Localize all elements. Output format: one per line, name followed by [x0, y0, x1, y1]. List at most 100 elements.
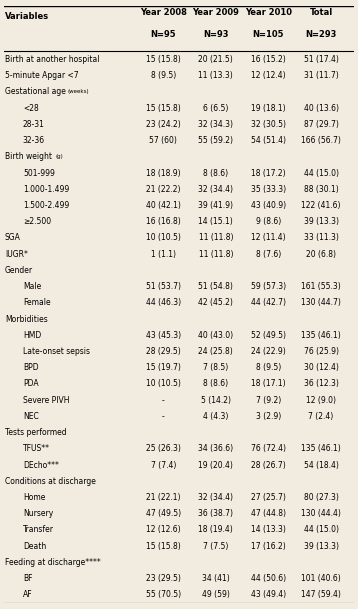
Text: 15 (15.8): 15 (15.8) — [146, 55, 180, 64]
Text: N=95: N=95 — [150, 30, 176, 38]
Text: 76 (25.9): 76 (25.9) — [304, 347, 339, 356]
Text: 10 (10.5): 10 (10.5) — [146, 233, 181, 242]
Text: 76 (72.4): 76 (72.4) — [251, 445, 286, 453]
Text: 166 (56.7): 166 (56.7) — [301, 136, 341, 145]
Text: 32 (34.3): 32 (34.3) — [198, 120, 233, 129]
Text: 35 (33.3): 35 (33.3) — [251, 185, 286, 194]
Text: 21 (22.1): 21 (22.1) — [146, 493, 180, 502]
Text: 25 (26.3): 25 (26.3) — [146, 445, 181, 453]
Text: N=293: N=293 — [305, 30, 337, 38]
Text: SGA: SGA — [5, 233, 21, 242]
Text: 6 (6.5): 6 (6.5) — [203, 104, 228, 113]
Text: 51 (54.8): 51 (54.8) — [198, 282, 233, 291]
Text: 19 (18.1): 19 (18.1) — [251, 104, 286, 113]
Text: 54 (51.4): 54 (51.4) — [251, 136, 286, 145]
Text: Morbidities: Morbidities — [5, 315, 48, 323]
Text: 49 (59): 49 (59) — [202, 590, 230, 599]
Text: Total: Total — [309, 8, 333, 17]
Text: 8 (9.5): 8 (9.5) — [256, 363, 281, 372]
Text: 32 (34.4): 32 (34.4) — [198, 185, 233, 194]
Text: 4 (4.3): 4 (4.3) — [203, 412, 228, 421]
Text: 32-36: 32-36 — [23, 136, 45, 145]
Text: 24 (22.9): 24 (22.9) — [251, 347, 286, 356]
Text: Feeding at discharge****: Feeding at discharge**** — [5, 558, 101, 567]
Text: 8 (8.6): 8 (8.6) — [203, 169, 228, 178]
Text: 122 (41.6): 122 (41.6) — [301, 201, 341, 210]
Text: 9 (8.6): 9 (8.6) — [256, 217, 281, 227]
Text: 20 (6.8): 20 (6.8) — [306, 250, 336, 259]
Text: 5 (14.2): 5 (14.2) — [201, 396, 231, 404]
Text: 130 (44.7): 130 (44.7) — [301, 298, 341, 308]
Text: 17 (16.2): 17 (16.2) — [251, 541, 286, 551]
Text: PDA: PDA — [23, 379, 39, 389]
Text: 15 (15.8): 15 (15.8) — [146, 104, 180, 113]
Text: 39 (13.3): 39 (13.3) — [304, 541, 339, 551]
Text: DEcho***: DEcho*** — [23, 460, 59, 470]
Text: 7 (7.5): 7 (7.5) — [203, 541, 228, 551]
Text: 20 (21.5): 20 (21.5) — [198, 55, 233, 64]
Text: 33 (11.3): 33 (11.3) — [304, 233, 339, 242]
Text: 36 (38.7): 36 (38.7) — [198, 509, 233, 518]
Text: 10 (10.5): 10 (10.5) — [146, 379, 181, 389]
Text: 44 (50.6): 44 (50.6) — [251, 574, 286, 583]
Text: (g): (g) — [55, 154, 63, 160]
Text: N=93: N=93 — [203, 30, 229, 38]
Text: Male: Male — [23, 282, 41, 291]
Text: 59 (57.3): 59 (57.3) — [251, 282, 286, 291]
Text: Year 2008: Year 2008 — [140, 8, 187, 17]
Text: 23 (24.2): 23 (24.2) — [146, 120, 180, 129]
Text: Transfer: Transfer — [23, 526, 54, 535]
Text: Female: Female — [23, 298, 50, 308]
Text: 31 (11.7): 31 (11.7) — [304, 71, 338, 80]
Text: IUGR*: IUGR* — [5, 250, 28, 259]
Text: 55 (59.2): 55 (59.2) — [198, 136, 233, 145]
Text: <28: <28 — [23, 104, 39, 113]
Text: 24 (25.8): 24 (25.8) — [198, 347, 233, 356]
Text: Conditions at discharge: Conditions at discharge — [5, 477, 96, 486]
Text: 39 (41.9): 39 (41.9) — [198, 201, 233, 210]
Text: Gestational age: Gestational age — [5, 88, 68, 96]
Text: 1.000-1.499: 1.000-1.499 — [23, 185, 69, 194]
Text: 87 (29.7): 87 (29.7) — [304, 120, 339, 129]
Text: 18 (17.2): 18 (17.2) — [251, 169, 286, 178]
Text: 101 (40.6): 101 (40.6) — [301, 574, 341, 583]
Text: Tests performed: Tests performed — [5, 428, 67, 437]
Text: 501-999: 501-999 — [23, 169, 55, 178]
Text: 43 (40.9): 43 (40.9) — [251, 201, 286, 210]
Text: 30 (12.4): 30 (12.4) — [304, 363, 339, 372]
Text: TFUS**: TFUS** — [23, 445, 50, 453]
Text: Death: Death — [23, 541, 46, 551]
Text: 161 (55.3): 161 (55.3) — [301, 282, 341, 291]
Text: 28-31: 28-31 — [23, 120, 45, 129]
Text: 7 (2.4): 7 (2.4) — [309, 412, 334, 421]
Text: Year 2010: Year 2010 — [245, 8, 292, 17]
Text: 12 (12.4): 12 (12.4) — [251, 71, 286, 80]
Text: 15 (15.8): 15 (15.8) — [146, 541, 180, 551]
Text: 47 (49.5): 47 (49.5) — [146, 509, 181, 518]
Text: 28 (29.5): 28 (29.5) — [146, 347, 180, 356]
Text: 11 (11.8): 11 (11.8) — [199, 250, 233, 259]
Text: Birth weight: Birth weight — [5, 152, 54, 161]
Text: 15 (19.7): 15 (19.7) — [146, 363, 181, 372]
Text: 34 (36.6): 34 (36.6) — [198, 445, 233, 453]
Text: 5-minute Apgar <7: 5-minute Apgar <7 — [5, 71, 79, 80]
Text: 14 (13.3): 14 (13.3) — [251, 526, 286, 535]
Text: 28 (26.7): 28 (26.7) — [251, 460, 286, 470]
Text: BPD: BPD — [23, 363, 39, 372]
Text: 34 (41): 34 (41) — [202, 574, 230, 583]
Text: 51 (53.7): 51 (53.7) — [146, 282, 181, 291]
Text: 44 (42.7): 44 (42.7) — [251, 298, 286, 308]
Text: 16 (15.2): 16 (15.2) — [251, 55, 286, 64]
Text: 12 (12.6): 12 (12.6) — [146, 526, 180, 535]
Text: 80 (27.3): 80 (27.3) — [304, 493, 339, 502]
Text: Year 2009: Year 2009 — [192, 8, 239, 17]
Text: -: - — [162, 396, 165, 404]
Text: Variables: Variables — [5, 12, 49, 21]
Text: 54 (18.4): 54 (18.4) — [304, 460, 339, 470]
Text: 21 (22.2): 21 (22.2) — [146, 185, 180, 194]
Text: Birth at another hospital: Birth at another hospital — [5, 55, 100, 64]
Text: 23 (29.5): 23 (29.5) — [146, 574, 181, 583]
Text: Late-onset sepsis: Late-onset sepsis — [23, 347, 90, 356]
Text: 16 (16.8): 16 (16.8) — [146, 217, 180, 227]
Text: 43 (49.4): 43 (49.4) — [251, 590, 286, 599]
